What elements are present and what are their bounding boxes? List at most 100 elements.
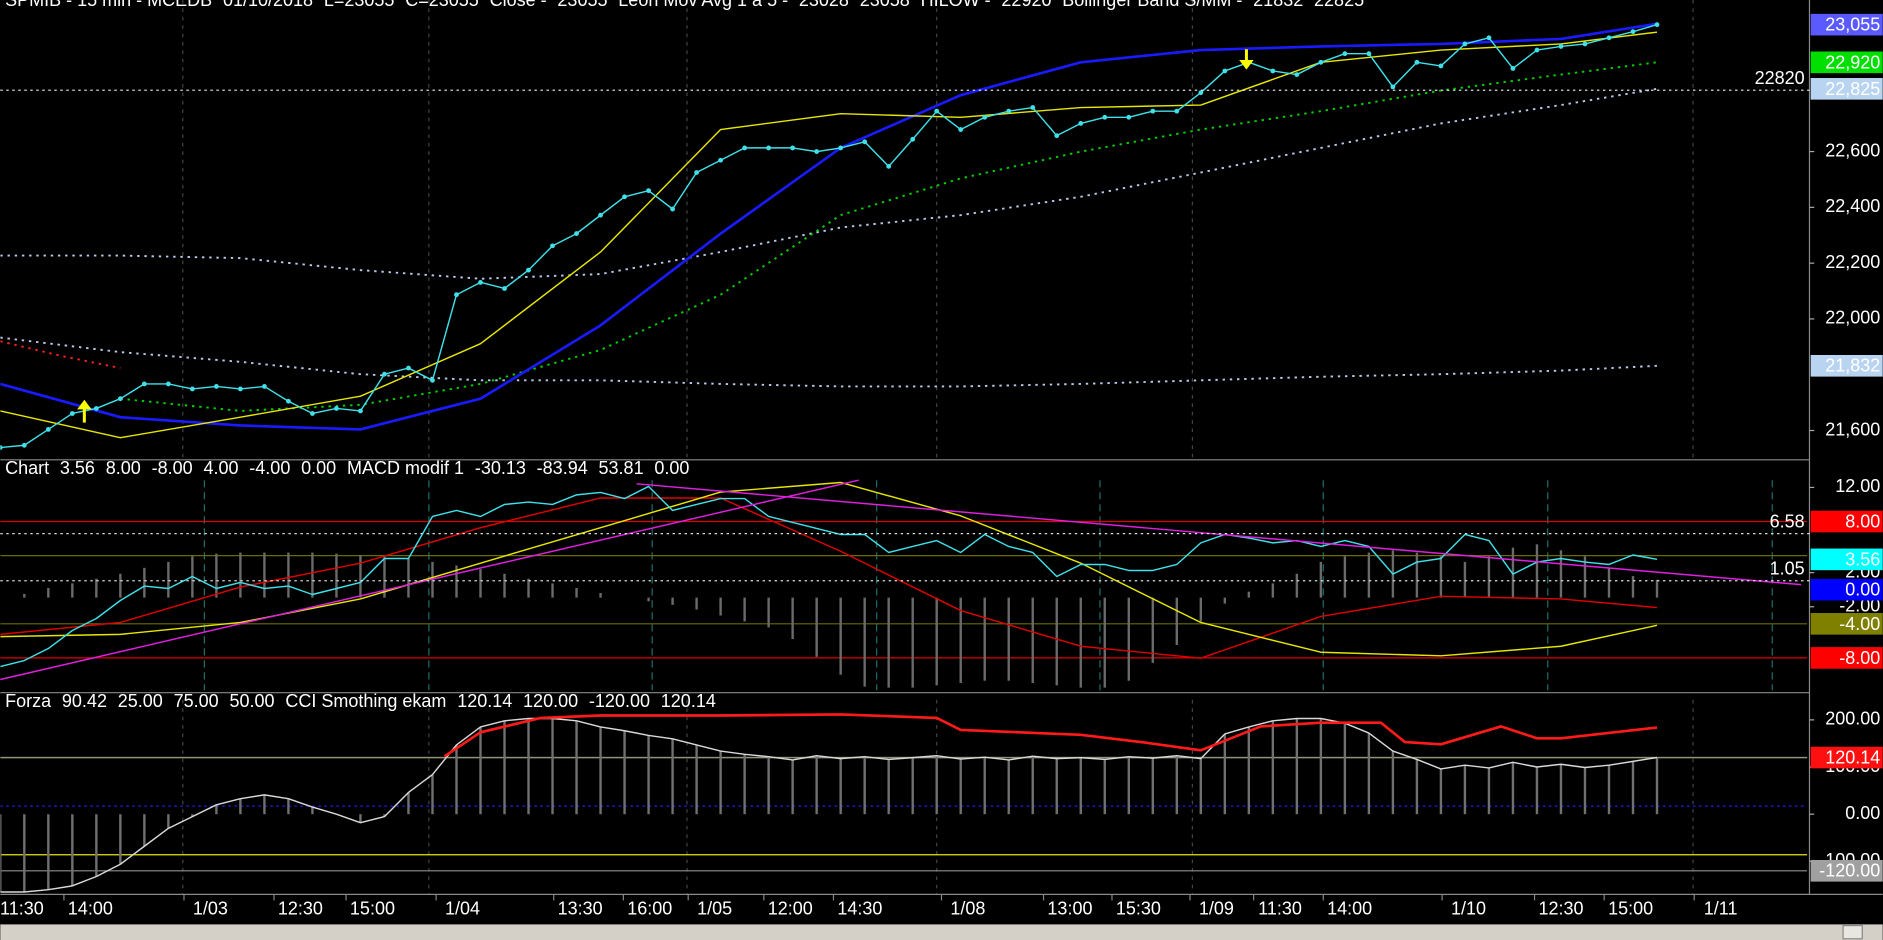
price-dot (526, 267, 531, 273)
legend-item: 90.42 (62, 691, 107, 711)
price-dot (1366, 51, 1372, 57)
price-tag (1810, 647, 1883, 669)
price-tag-label: -8.00 (1839, 648, 1880, 668)
legend-item: 25.00 (118, 691, 163, 711)
price-tag-label: -120.00 (1819, 861, 1880, 881)
y-tick-label: 22,600 (1825, 140, 1880, 160)
price-tag (1810, 51, 1883, 74)
price-dot (93, 406, 99, 411)
x-tick-label: 13:00 (1047, 899, 1092, 919)
x-tick-label: 14:30 (837, 899, 882, 919)
price-dot (1150, 108, 1156, 114)
price-dot (1102, 114, 1108, 120)
price-dot (1510, 66, 1516, 71)
price-tag-label: 22,825 (1825, 79, 1880, 99)
legend-item: MACD modif 1 (347, 458, 464, 478)
price-dot (1414, 59, 1420, 65)
legend-item: 23055 (557, 0, 607, 10)
price-dot (430, 377, 435, 383)
price-dot (1174, 108, 1180, 114)
x-tick-label: 1/10 (1451, 899, 1486, 919)
legend-item: HILOW - (921, 0, 991, 10)
price-dot (1462, 41, 1468, 47)
session-lines-macd (203, 480, 1773, 691)
x-tick-label: 14:00 (1327, 899, 1372, 919)
scrollbar[interactable] (0, 924, 1883, 940)
price-dot (358, 408, 363, 414)
price-dot (550, 243, 555, 249)
x-tick-label: 1/03 (193, 899, 228, 919)
price-tag (1810, 354, 1883, 377)
price-dot (1318, 59, 1324, 65)
price-dot (1630, 29, 1636, 35)
price-dot (982, 114, 988, 120)
price-dot (1606, 35, 1612, 41)
price-tag (1810, 78, 1883, 100)
x-tick-label: 1/08 (950, 899, 985, 919)
price-dot (598, 212, 603, 218)
legend-item: C=23055 (405, 0, 479, 10)
signal-arrows (77, 49, 1254, 423)
legend-item: SPMIB - 15 min - MCEDB (5, 0, 212, 10)
price-tag-label: 23,055 (1825, 15, 1880, 35)
series-line (0, 485, 1658, 668)
panel (0, 22, 1660, 450)
price-tag-label: 21,832 (1825, 356, 1880, 376)
y-tick-label: 22,200 (1825, 252, 1880, 272)
price-dot (502, 286, 507, 291)
price-dot (1078, 121, 1084, 126)
legend-item: 22920 (1001, 0, 1051, 10)
legend-item: 01/10/2018 (223, 0, 313, 10)
price-dot (1654, 22, 1660, 28)
price-tag-label: 8.00 (1845, 511, 1880, 531)
legend-item: Forza (5, 691, 52, 711)
price-dot (646, 188, 651, 194)
y-tick-label: 22,400 (1825, 196, 1880, 216)
price-dot (45, 426, 51, 432)
series-line (0, 497, 1658, 659)
price-dot (1294, 72, 1300, 77)
x-tick-label: 15:00 (350, 899, 395, 919)
price-dot (574, 231, 579, 236)
price-tag-label: 3.56 (1845, 549, 1880, 569)
legend-item: Chart (5, 458, 49, 478)
price-dot (1222, 68, 1228, 74)
legend-item: 53.81 (599, 458, 644, 478)
price-dot (213, 384, 219, 389)
legend-item: 21832 (1253, 0, 1303, 10)
series-line (0, 23, 1658, 449)
price-dot (622, 194, 627, 200)
price-dot (958, 127, 964, 132)
scroll-thumb[interactable] (1842, 924, 1863, 940)
x-tick-label: 14:00 (68, 899, 113, 919)
legend-item: 0.00 (654, 458, 689, 478)
price-dot (1582, 41, 1588, 47)
x-tick-label: 15:30 (1116, 899, 1161, 919)
legend-item: L=23055 (324, 0, 395, 10)
price-tag (1810, 746, 1883, 769)
x-tick-label: 11:30 (1258, 899, 1302, 919)
legend-item: 8.00 (106, 458, 141, 478)
legend-item: 23058 (860, 0, 910, 10)
price-tag-label: 0.00 (1845, 580, 1880, 600)
price-dot (189, 386, 195, 392)
x-tick-label: 1/04 (445, 899, 480, 919)
series-line (0, 31, 1658, 439)
legend-item: -4.00 (249, 458, 290, 478)
axes: 22820 21,600 22,000 22,200 22,400 22,600 23,05… (0, 0, 1883, 919)
price-tag (1810, 859, 1883, 882)
y-tick-label: 0.00 (1845, 803, 1880, 823)
price-dot (1438, 63, 1444, 69)
price-dot (766, 145, 772, 151)
y-tick-label: 21,600 (1825, 419, 1880, 439)
plot-area (0, 22, 1808, 893)
price-dot (862, 139, 868, 145)
price-dot (262, 384, 267, 389)
x-tick-label: 1/09 (1199, 899, 1234, 919)
price-dot (1486, 35, 1492, 41)
x-tick-label: 1/05 (697, 899, 732, 919)
y-tick-label: 200.00 (1825, 709, 1880, 729)
price-tag (1810, 578, 1883, 601)
